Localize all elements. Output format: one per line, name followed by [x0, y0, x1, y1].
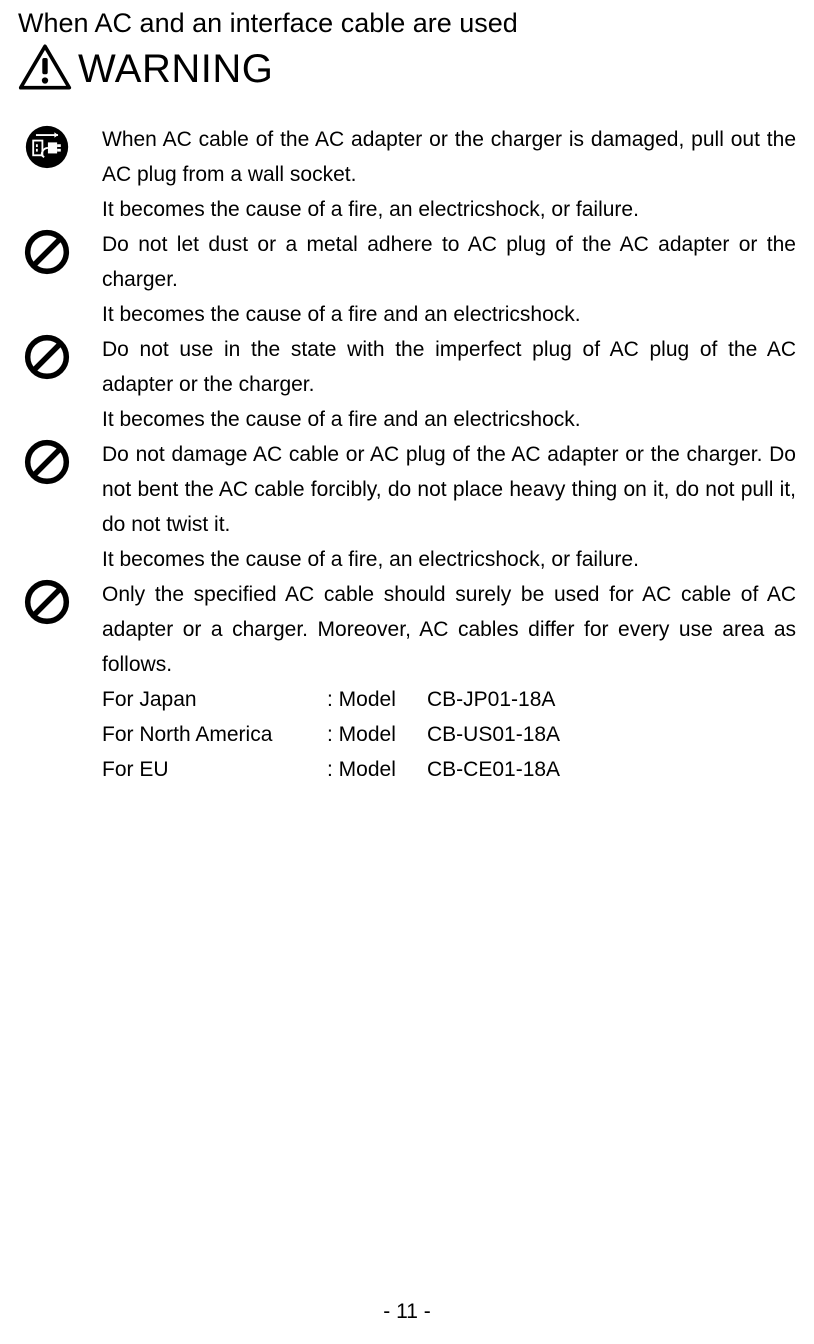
spec-row: For EU : Model CB-CE01-18A	[102, 752, 796, 787]
warning-text-block: Do not use in the state with the imperfe…	[102, 332, 796, 437]
prohibit-icon	[24, 612, 70, 629]
spec-model-value: CB-JP01-18A	[427, 682, 796, 717]
warning-text-block: Do not let dust or a metal adhere to AC …	[102, 227, 796, 332]
warning-body: When AC cable of the AC adapter or the c…	[18, 122, 796, 787]
unplug-icon	[24, 157, 70, 174]
page-number: - 11 -	[0, 1300, 814, 1324]
warning-item: When AC cable of the AC adapter or the c…	[24, 122, 796, 227]
warning-item: Do not damage AC cable or AC plug of the…	[24, 437, 796, 577]
prohibit-icon	[24, 367, 70, 384]
section-title: When AC and an interface cable are used	[18, 8, 796, 39]
spec-region: For EU	[102, 752, 327, 787]
warning-text-block: Only the specified AC cable should surel…	[102, 577, 796, 787]
warning-text-block: Do not damage AC cable or AC plug of the…	[102, 437, 796, 577]
prohibit-icon	[24, 472, 70, 489]
spec-region: For North America	[102, 717, 327, 752]
warning-item: Do not let dust or a metal adhere to AC …	[24, 227, 796, 332]
warning-text-block: When AC cable of the AC adapter or the c…	[102, 122, 796, 227]
warning-item: Do not use in the state with the imperfe…	[24, 332, 796, 437]
spec-model-label: : Model	[327, 752, 427, 787]
spec-row: For Japan : Model CB-JP01-18A	[102, 682, 796, 717]
spec-model-value: CB-CE01-18A	[427, 752, 796, 787]
cable-spec-table: For Japan : Model CB-JP01-18A For North …	[102, 682, 796, 787]
prohibit-icon	[24, 262, 70, 279]
warning-label: WARNING	[78, 47, 273, 92]
spec-model-value: CB-US01-18A	[427, 717, 796, 752]
warning-item: Only the specified AC cable should surel…	[24, 577, 796, 787]
warning-triangle-icon	[18, 43, 72, 96]
spec-model-label: : Model	[327, 682, 427, 717]
spec-row: For North America : Model CB-US01-18A	[102, 717, 796, 752]
warning-header: WARNING	[18, 43, 796, 96]
spec-model-label: : Model	[327, 717, 427, 752]
spec-region: For Japan	[102, 682, 327, 717]
